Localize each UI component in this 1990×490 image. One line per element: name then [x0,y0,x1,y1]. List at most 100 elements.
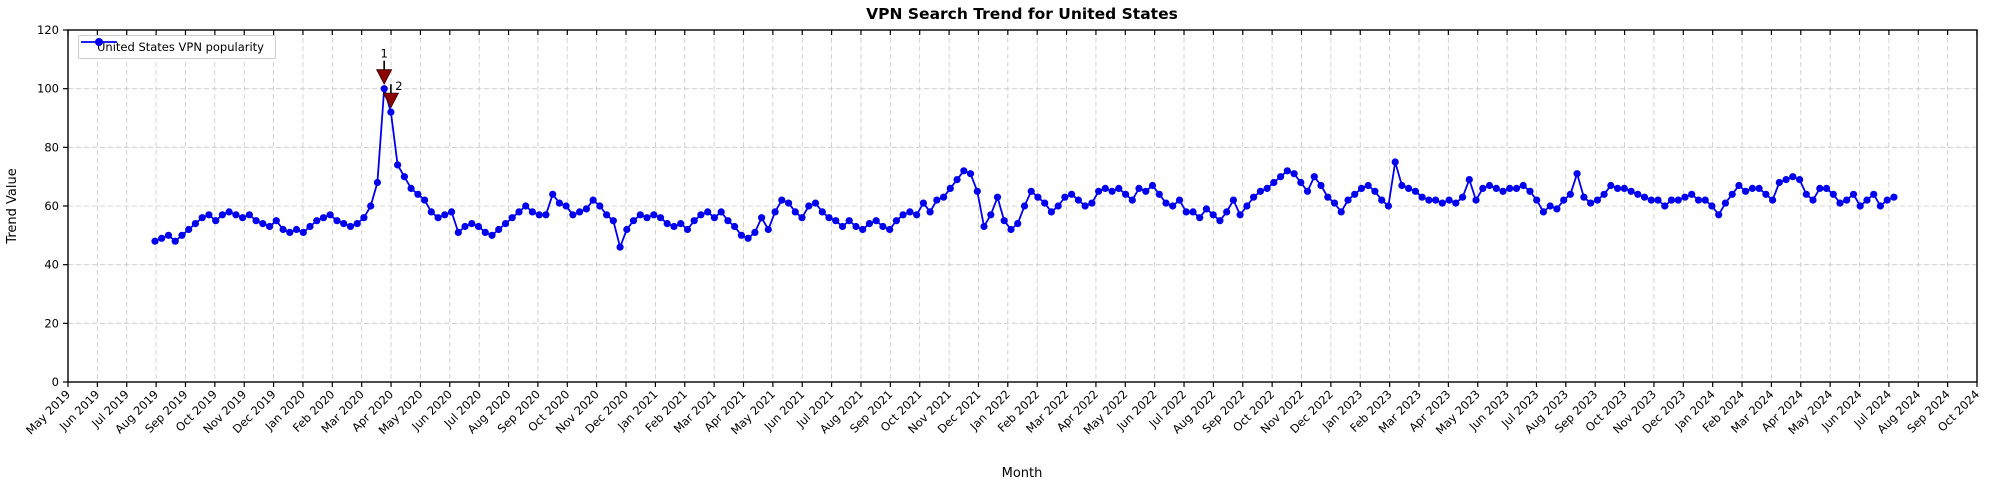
data-point [1162,199,1170,207]
data-point [993,193,1002,201]
data-point [1344,196,1352,204]
data-point [1721,199,1729,207]
data-point [252,217,260,225]
data-point [589,196,597,204]
data-point [1054,202,1062,210]
data-point [892,217,901,225]
data-point [272,217,280,225]
data-point [1876,202,1884,210]
data-point [245,211,253,219]
data-point [158,234,166,242]
data-point [1715,211,1723,219]
data-point [212,217,220,225]
data-point [319,214,328,222]
data-point [1391,158,1399,166]
data-point [805,202,813,210]
data-point [1357,184,1366,192]
data-point [266,222,274,231]
data-point [353,220,361,228]
data-point [1216,217,1224,225]
y-tick-label: 120 [37,23,59,37]
data-point [1512,184,1521,192]
data-point [292,225,301,234]
data-point [185,225,193,234]
data-point [1674,196,1682,204]
data-point [164,231,173,239]
data-point [1802,190,1810,198]
data-point [1014,220,1022,228]
data-point [1479,184,1487,192]
data-point [1061,193,1069,201]
data-point [1236,211,1244,219]
data-point [421,196,429,204]
y-tick-label: 80 [44,140,59,154]
data-point [697,211,705,219]
data-point [1432,196,1440,204]
data-point [441,211,449,219]
data-point [1398,181,1406,190]
data-point [1775,178,1783,187]
data-point [636,211,644,219]
data-point [1364,181,1372,190]
legend: United States VPN popularity [78,35,276,59]
data-point [522,202,530,210]
data-point [683,225,692,234]
y-tick-label: 0 [52,375,59,389]
data-point [1580,193,1588,201]
data-point [791,208,799,216]
data-point [1155,190,1163,198]
data-point [623,225,631,234]
data-point [1074,196,1082,204]
data-point [1445,196,1453,204]
data-point [1108,187,1116,195]
data-point [845,217,853,225]
data-point [448,208,456,216]
data-point [1883,196,1891,204]
data-point [1519,181,1527,190]
data-point [1122,190,1130,198]
data-point [1593,196,1601,204]
data-point [380,85,388,93]
data-point [367,202,375,210]
y-tick-label: 40 [44,258,59,272]
data-point [825,214,833,222]
data-point [1472,196,1480,204]
data-point [1007,225,1015,234]
data-point [1465,176,1473,184]
data-point [859,225,867,234]
data-point [1701,196,1709,204]
data-point [1303,187,1312,195]
data-point [178,231,186,239]
data-point [501,220,510,228]
data-point [1175,196,1184,204]
data-point [596,202,604,210]
data-point [670,222,678,231]
data-point [690,217,698,225]
data-point [1748,184,1756,192]
data-point [1384,202,1392,210]
data-point [1202,205,1210,213]
data-point [1000,217,1008,225]
data-point [340,220,348,228]
data-point [488,231,496,239]
data-point [946,184,954,192]
data-point [1533,196,1541,204]
data-point [549,190,557,198]
data-point [1762,190,1770,198]
data-point [225,208,233,216]
data-point [744,234,752,242]
data-point [1405,184,1413,192]
data-point [1782,176,1790,184]
data-point [387,108,395,116]
data-point [1843,196,1851,204]
data-point [785,199,793,207]
data-point [360,214,368,222]
data-point [758,214,766,222]
data-point [609,217,617,225]
data-point [198,214,206,222]
data-point [1209,211,1217,219]
data-point [656,214,665,222]
data-point [832,217,840,225]
data-point [1337,208,1345,216]
data-point [764,225,772,234]
